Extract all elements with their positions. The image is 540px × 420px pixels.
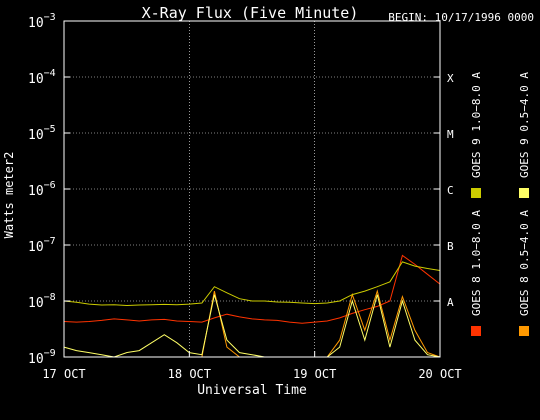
x-tick-label: 17 OCT [42, 367, 85, 381]
series-line-3 [63, 261, 441, 307]
x-ticks: 17 OCT 18 OCT 19 OCT 20 OCT [42, 351, 462, 381]
series-line-4 [63, 294, 441, 358]
x-tick-label: 18 OCT [168, 367, 211, 381]
flare-class-label: X [447, 72, 454, 85]
y-tick-exponent: −4 [44, 68, 56, 79]
y-tick-label: 10−3 [28, 12, 56, 31]
legend-label: GOES 8 0.5−4.0 A [518, 210, 531, 316]
legend-label: GOES 8 1.0−8.0 A [470, 210, 483, 316]
legend-swatch [519, 188, 529, 198]
y-tick-exponent: −3 [44, 12, 56, 23]
plot-frame [63, 20, 441, 358]
y-tick-exponent: −7 [44, 236, 56, 247]
flare-class-label: B [447, 240, 454, 253]
x-tick-label: 20 OCT [418, 367, 461, 381]
chart-title: X-Ray Flux (Five Minute) [142, 4, 359, 22]
y-tick-label: 10−9 [28, 348, 56, 367]
series-layer [63, 254, 441, 358]
x-axis-label: Universal Time [197, 383, 307, 398]
flare-class-label: C [447, 184, 454, 197]
legend-swatch [519, 326, 529, 336]
legend-label: GOES 9 0.5−4.0 A [518, 72, 531, 178]
grid [64, 21, 440, 357]
legend-swatch [471, 326, 481, 336]
y-tick-label: 10−6 [28, 180, 56, 199]
legend-label: GOES 9 1.0−8.0 A [470, 72, 483, 178]
series-line-1 [63, 254, 441, 324]
y-tick-label: 10−5 [28, 124, 56, 143]
flare-class-label: M [447, 128, 454, 141]
flare-class-label: A [447, 296, 454, 309]
legend-swatch [471, 188, 481, 198]
y-tick-label: 10−4 [28, 68, 56, 87]
y-axis-label: Watts meter2 [2, 152, 16, 239]
begin-label: BEGIN: 10/17/1996 0000 [388, 11, 534, 24]
flare-class-labels: A B C M X [447, 72, 454, 309]
y-tick-label: 10−7 [28, 236, 56, 255]
y-tick-exponent: −5 [44, 124, 56, 135]
y-tick-exponent: −9 [44, 348, 56, 359]
y-ticks: 10−9 10−8 10−7 10−6 10−5 10−4 10−3 [28, 12, 440, 367]
y-tick-label: 10−8 [28, 292, 56, 311]
x-tick-label: 19 OCT [293, 367, 336, 381]
legend: GOES 8 1.0−8.0 A GOES 8 0.5−4.0 A GOES 9 1… [470, 72, 531, 336]
y-tick-exponent: −8 [44, 292, 56, 303]
y-tick-exponent: −6 [44, 180, 56, 191]
